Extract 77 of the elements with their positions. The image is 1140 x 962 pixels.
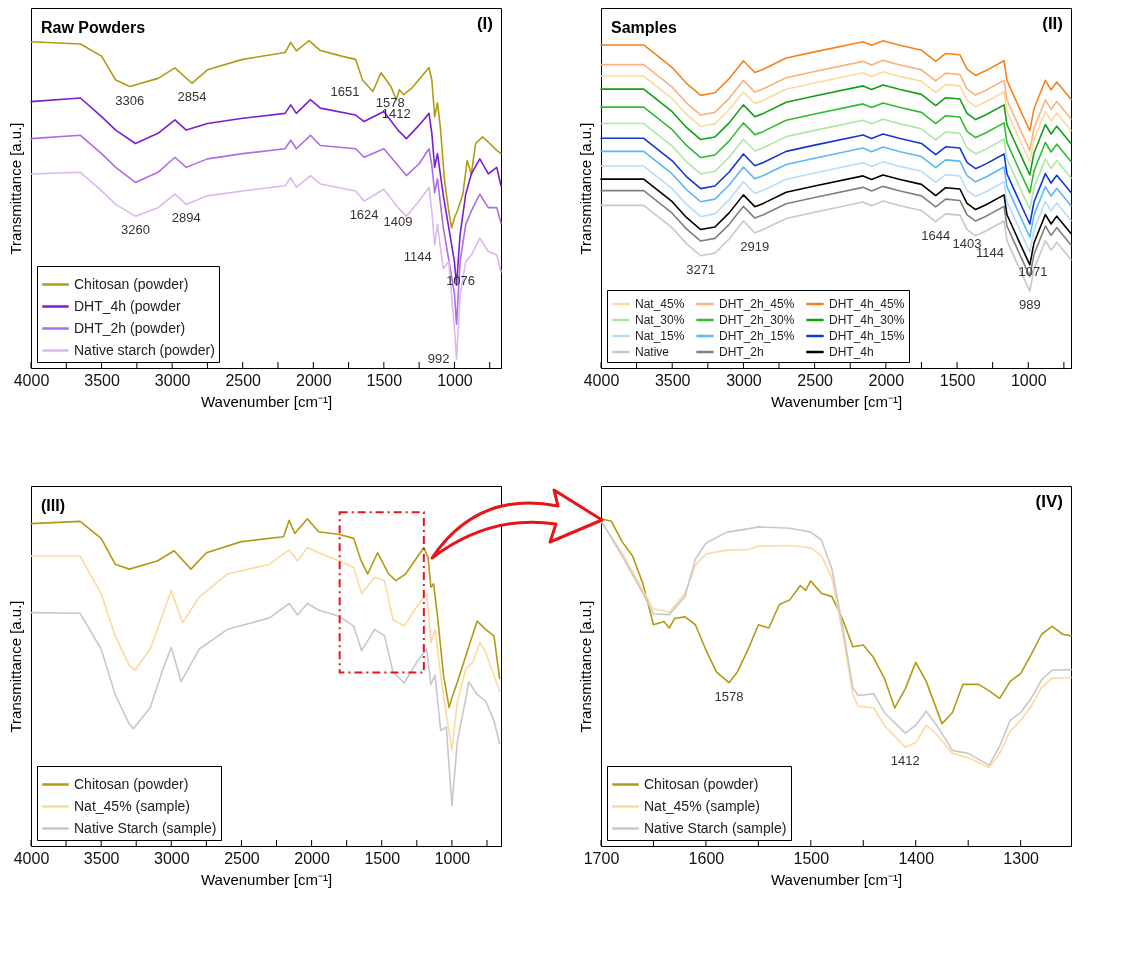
legend-label: DHT_2h_15% — [719, 329, 795, 343]
legend-label: Nat_45% (sample) — [644, 797, 760, 814]
x-tick-label: 2500 — [797, 371, 834, 389]
legend-label: Chitosan (powder) — [74, 775, 189, 792]
legend-label: DHT_4h — [829, 345, 874, 359]
x-tick-label: 1000 — [1010, 371, 1047, 389]
legend-label: DHT_2h_30% — [719, 313, 795, 327]
x-tick-label: 1500 — [364, 849, 401, 867]
annotation: 992 — [427, 351, 450, 367]
x-axis-title: Wavenumber [cm⁻¹] — [770, 392, 903, 410]
legend-label: DHT_4h_45% — [829, 297, 905, 311]
x-tick-label: 3500 — [654, 371, 691, 389]
annotation: 1144 — [403, 248, 432, 264]
legend-label: Native Starch (sample) — [644, 819, 787, 836]
legend-label: Nat_45% (sample) — [74, 797, 190, 814]
legend-label: Chitosan (powder) — [74, 275, 189, 292]
annotation: 1578 — [714, 688, 744, 704]
legend-label: Nat_45% — [635, 297, 685, 311]
annotation: 3260 — [120, 222, 150, 238]
legend-label: Nat_15% — [635, 329, 685, 343]
annotation: 3271 — [686, 261, 716, 277]
legend-label: Nat_30% — [635, 313, 685, 327]
x-tick-label: 3000 — [726, 371, 762, 389]
x-tick-label: 1700 — [583, 849, 620, 867]
x-axis-title: Wavenumber [cm⁻¹] — [200, 392, 333, 410]
x-axis-title: Wavenumber [cm⁻¹] — [770, 870, 903, 888]
x-tick-label: 1600 — [688, 849, 725, 867]
legend-label: Native — [635, 345, 670, 359]
x-tick-label: 4000 — [13, 371, 50, 389]
legend-label: DHT_4h_30% — [829, 313, 905, 327]
y-axis-title: Transmittance [a.u.] — [576, 122, 594, 255]
legend-label: Native starch (powder) — [74, 341, 215, 358]
annotation: 1624 — [349, 207, 379, 223]
y-axis-title: Transmittance [a.u.] — [6, 122, 24, 255]
legend-label: DHT_2h (powder) — [74, 319, 186, 336]
x-tick-label: 3000 — [154, 371, 191, 389]
x-tick-label: 3000 — [154, 849, 190, 867]
annotation: 1651 — [330, 84, 360, 99]
annotation: 3306 — [115, 92, 145, 108]
annotation: 1412 — [890, 753, 920, 769]
y-axis-title: Transmittance [a.u.] — [6, 600, 24, 733]
x-axis-title: Wavenumber [cm⁻¹] — [200, 870, 333, 888]
x-tick-label: 1400 — [898, 849, 935, 867]
x-tick-label: 1500 — [793, 849, 830, 867]
legend-label: DHT_4h_15% — [829, 329, 905, 343]
x-tick-label: 2500 — [224, 849, 260, 867]
legend-label: Chitosan (powder) — [644, 775, 759, 792]
annotation: 1644 — [921, 227, 951, 243]
x-tick-label: 3500 — [83, 849, 120, 867]
legend-label: Native Starch (sample) — [74, 819, 217, 836]
x-tick-label: 2000 — [294, 849, 330, 867]
chart-title: (III) — [41, 497, 65, 514]
x-tick-label: 3500 — [84, 371, 120, 389]
chart-title: Samples — [611, 19, 677, 36]
legend-label: DHT_2h_45% — [719, 297, 795, 311]
x-tick-label: 2500 — [225, 371, 262, 389]
chart-title: Raw Powders — [41, 19, 146, 36]
x-tick-label: 1500 — [939, 371, 976, 389]
annotation: 989 — [1018, 297, 1041, 313]
x-tick-label: 4000 — [583, 371, 620, 389]
x-tick-label: 1000 — [437, 371, 473, 389]
x-tick-label: 1500 — [366, 371, 403, 389]
annotation: 2854 — [177, 89, 207, 105]
x-tick-label: 1300 — [1003, 849, 1040, 867]
x-tick-label: 1000 — [434, 849, 471, 867]
x-tick-label: 4000 — [13, 849, 50, 867]
x-tick-label: 2000 — [295, 371, 332, 389]
text: (II) — [1042, 14, 1063, 33]
legend-label: DHT_2h — [719, 345, 764, 359]
text: (I) — [476, 14, 493, 33]
text: (IV) — [1035, 492, 1063, 511]
legend-label: DHT_4h (powder — [74, 297, 181, 314]
y-axis-title: Transmittance [a.u.] — [576, 600, 594, 733]
annotation: 1409 — [383, 213, 413, 229]
x-tick-label: 2000 — [868, 371, 905, 389]
annotation: 2919 — [740, 238, 770, 254]
annotation: 2894 — [171, 210, 201, 226]
